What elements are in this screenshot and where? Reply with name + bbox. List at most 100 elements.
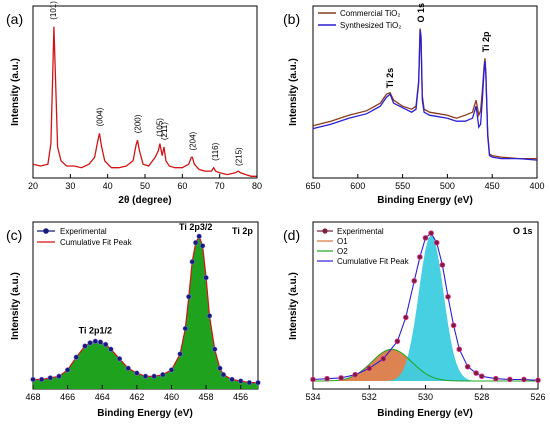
peak-label: Ti 2p [481, 31, 491, 52]
peak-label: (211) [160, 122, 169, 140]
x-tick-label: 528 [474, 392, 489, 402]
panel-label-a: (a) [6, 11, 23, 27]
x-tick-label: 40 [103, 181, 113, 191]
data-point [428, 230, 434, 236]
x-tick-label: 462 [129, 392, 144, 402]
peak-label: Ti 2p1/2 [79, 325, 112, 335]
y-axis-label-b: Intensity (a.u.) [288, 58, 299, 126]
x-tick-label: 500 [440, 181, 455, 191]
peak-label: (116) [211, 142, 220, 160]
data-point [380, 355, 387, 362]
data-point [212, 346, 218, 352]
data-point [411, 278, 418, 284]
data-point [255, 379, 261, 386]
x-tick-label: 650 [305, 181, 320, 191]
data-point [238, 378, 244, 384]
legend-label: O2 [337, 247, 348, 256]
legend-label: Cumulative Fit Peak [337, 257, 410, 266]
x-tick-label: 70 [215, 181, 225, 191]
x-tick-label: 468 [25, 392, 40, 402]
data-point [168, 367, 175, 373]
data-point [92, 338, 98, 344]
data-point [199, 243, 206, 249]
data-point [97, 339, 104, 345]
data-point [56, 373, 62, 379]
data-point [217, 365, 223, 371]
o2-fill [313, 349, 538, 382]
panel-d: 534 532 530 528 526 ExperimentalO1O2Cumulati… [283, 221, 546, 419]
data-point [478, 373, 485, 380]
legend-label: Synthesized TiO₂ [340, 21, 401, 30]
corner-label-d: O 1s [513, 226, 533, 236]
data-point [439, 262, 446, 268]
data-point [456, 346, 463, 353]
panel-label-b: (b) [283, 11, 300, 27]
peak-label: O 1s [416, 3, 426, 23]
peak-label: (200) [134, 114, 143, 133]
panel-c: Ti 2p3/2 Ti 2p1/2 468 466 464 462 460 458 456 E… [6, 221, 261, 419]
panel-label-d: (d) [283, 227, 300, 243]
data-point [87, 340, 93, 346]
x-tick-label: 534 [305, 392, 320, 402]
legend-label: Cumulative Fit Peak [60, 238, 133, 247]
data-point [535, 377, 541, 384]
x-axis-label-d: Binding Energy (eV) [377, 408, 473, 419]
x-tick-label: 456 [233, 392, 248, 402]
data-point [473, 370, 479, 376]
data-point [108, 346, 114, 352]
legend-label: O1 [337, 237, 348, 246]
data-point [116, 356, 123, 362]
x-axis-label-a: 2θ (degree) [118, 195, 171, 206]
xrd-curve [32, 26, 257, 177]
x-tick-label: 80 [252, 181, 262, 191]
data-point [134, 370, 140, 376]
x-tick-label: 532 [362, 392, 377, 402]
data-point [310, 376, 316, 383]
data-point [177, 351, 183, 357]
y-axis-label-d: Intensity (a.u.) [288, 272, 299, 340]
peak-label: (004) [95, 107, 104, 126]
panel-label-c: (c) [6, 227, 22, 243]
data-point [206, 313, 213, 319]
data-point [30, 376, 36, 383]
data-point [338, 375, 344, 381]
peak-label: (204) [188, 131, 197, 150]
x-tick-label: 20 [28, 181, 38, 191]
x-tick-label: 550 [395, 181, 410, 191]
x-tick-label: 464 [95, 392, 110, 402]
x-tick-label: 460 [164, 392, 179, 402]
y-axis-label-a: Intensity (a.u.) [10, 58, 21, 126]
data-point [246, 379, 252, 386]
data-point [125, 365, 131, 371]
x-tick-label: 526 [530, 392, 545, 402]
fit-curve [33, 234, 258, 384]
plot-frame-c [32, 221, 259, 390]
y-axis-label-c: Intensity (a.u.) [10, 272, 21, 340]
o1-fill [313, 234, 538, 382]
data-point [196, 233, 202, 239]
o2-curve [313, 348, 536, 382]
data-point [324, 375, 330, 382]
x-tick-label: 30 [65, 181, 75, 191]
legend-label: Experimental [337, 227, 384, 236]
x-tick-label: 530 [418, 392, 433, 402]
legend-label: Commercial TiO₂ [340, 9, 400, 18]
x-tick-label: 600 [350, 181, 365, 191]
data-point [394, 338, 401, 345]
data-point [203, 275, 209, 281]
peak-label: Ti 2s [385, 68, 395, 88]
data-point [493, 375, 499, 382]
data-point [142, 373, 149, 379]
panel-b: Ti 2s O 1s Ti 2p 650 600 550 500 450 400 Commer… [283, 3, 545, 206]
data-point [366, 365, 373, 372]
data-point [450, 322, 457, 329]
data-point [39, 376, 45, 383]
x-tick-label: 400 [529, 181, 544, 191]
plot-frame-b [312, 5, 538, 179]
ti2p-fill [33, 236, 258, 389]
data-point [103, 341, 109, 348]
survey-curve-2 [312, 29, 538, 161]
peak-label: (101) [49, 1, 58, 20]
data-point [433, 239, 440, 246]
